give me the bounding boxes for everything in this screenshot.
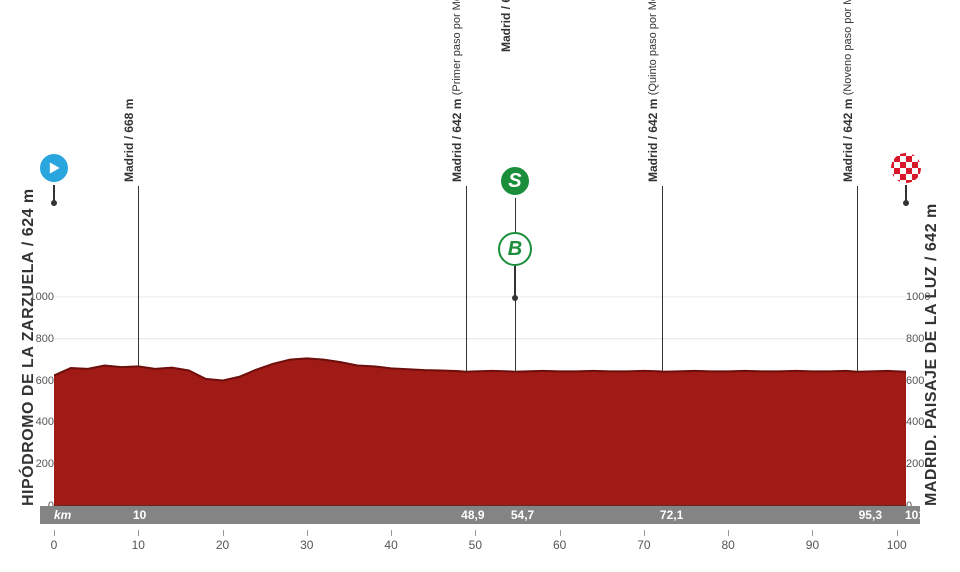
elevation-profile-container: HIPÓDROMO DE LA ZARZUELA / 624 m MADRID.… (0, 0, 960, 572)
x-tick-line (223, 530, 224, 536)
sprint-icon: S (498, 164, 532, 198)
poi-label: Madrid / 642 m (Noveno paso por Meta) (841, 62, 855, 182)
start-alt: 624 m (20, 188, 37, 236)
x-tick: 20 (216, 538, 229, 552)
km-bar-label: km (54, 508, 71, 522)
finish-marker (889, 151, 923, 206)
km-bar-tick: 48,9 (461, 508, 484, 522)
y-tick: 600 (906, 375, 952, 387)
km-bar-tick: 72,1 (660, 508, 683, 522)
start-icon (37, 151, 71, 185)
y-tick: 1000 (906, 291, 952, 303)
bonus-icon: B (498, 232, 532, 266)
bonus-marker: B (498, 232, 532, 301)
chart-area (54, 276, 906, 506)
x-tick-line (54, 530, 55, 536)
km-bar: km 1048,954,772,195,3101,1 (40, 506, 920, 524)
x-tick-line (644, 530, 645, 536)
y-axis-left: 02004006008001000 (8, 276, 54, 506)
finish-alt: 642 m (923, 203, 940, 251)
poi-label: Madrid / 642 m (Primer paso por Meta) (450, 62, 464, 182)
x-tick: 0 (51, 538, 58, 552)
x-tick: 90 (806, 538, 819, 552)
sprint-marker: S (498, 164, 532, 198)
y-tick: 400 (906, 416, 952, 428)
x-tick: 70 (637, 538, 650, 552)
y-axis-right: 02004006008001000 (906, 276, 952, 506)
x-tick-line (897, 530, 898, 536)
poi-line (466, 186, 467, 372)
y-tick: 600 (8, 375, 54, 387)
x-tick: 40 (384, 538, 397, 552)
poi-line (662, 186, 663, 371)
poi-line (138, 186, 139, 366)
x-tick-line (475, 530, 476, 536)
x-tick: 50 (469, 538, 482, 552)
poi-label: Madrid / 668 m (122, 62, 136, 182)
x-tick: 30 (300, 538, 313, 552)
x-tick-line (560, 530, 561, 536)
y-tick: 800 (8, 333, 54, 345)
poi-label: Madrid / 642 m (Segundo paso por Meta) (499, 0, 513, 52)
y-tick: 400 (8, 416, 54, 428)
km-bar-tick: 95,3 (859, 508, 882, 522)
finish-icon (889, 151, 923, 185)
x-tick: 10 (132, 538, 145, 552)
x-tick-line (812, 530, 813, 536)
x-axis: 0 10 20 30 40 50 60 70 80 90 100 (54, 530, 906, 560)
x-tick-line (728, 530, 729, 536)
y-tick: 200 (906, 458, 952, 470)
x-tick-line (307, 530, 308, 536)
km-bar-tick: 101,1 (905, 508, 935, 522)
km-bar-tick: 54,7 (511, 508, 534, 522)
poi-label: Madrid / 642 m (Quinto paso por Meta) (646, 62, 660, 182)
km-bar-tick: 10 (133, 508, 146, 522)
x-tick: 60 (553, 538, 566, 552)
x-tick-line (138, 530, 139, 536)
y-tick: 1000 (8, 291, 54, 303)
x-tick: 100 (887, 538, 907, 552)
y-tick: 800 (906, 333, 952, 345)
poi-line (857, 186, 858, 372)
x-tick-line (391, 530, 392, 536)
y-tick: 200 (8, 458, 54, 470)
x-tick: 80 (721, 538, 734, 552)
start-marker (37, 151, 71, 206)
profile-svg (54, 276, 906, 506)
